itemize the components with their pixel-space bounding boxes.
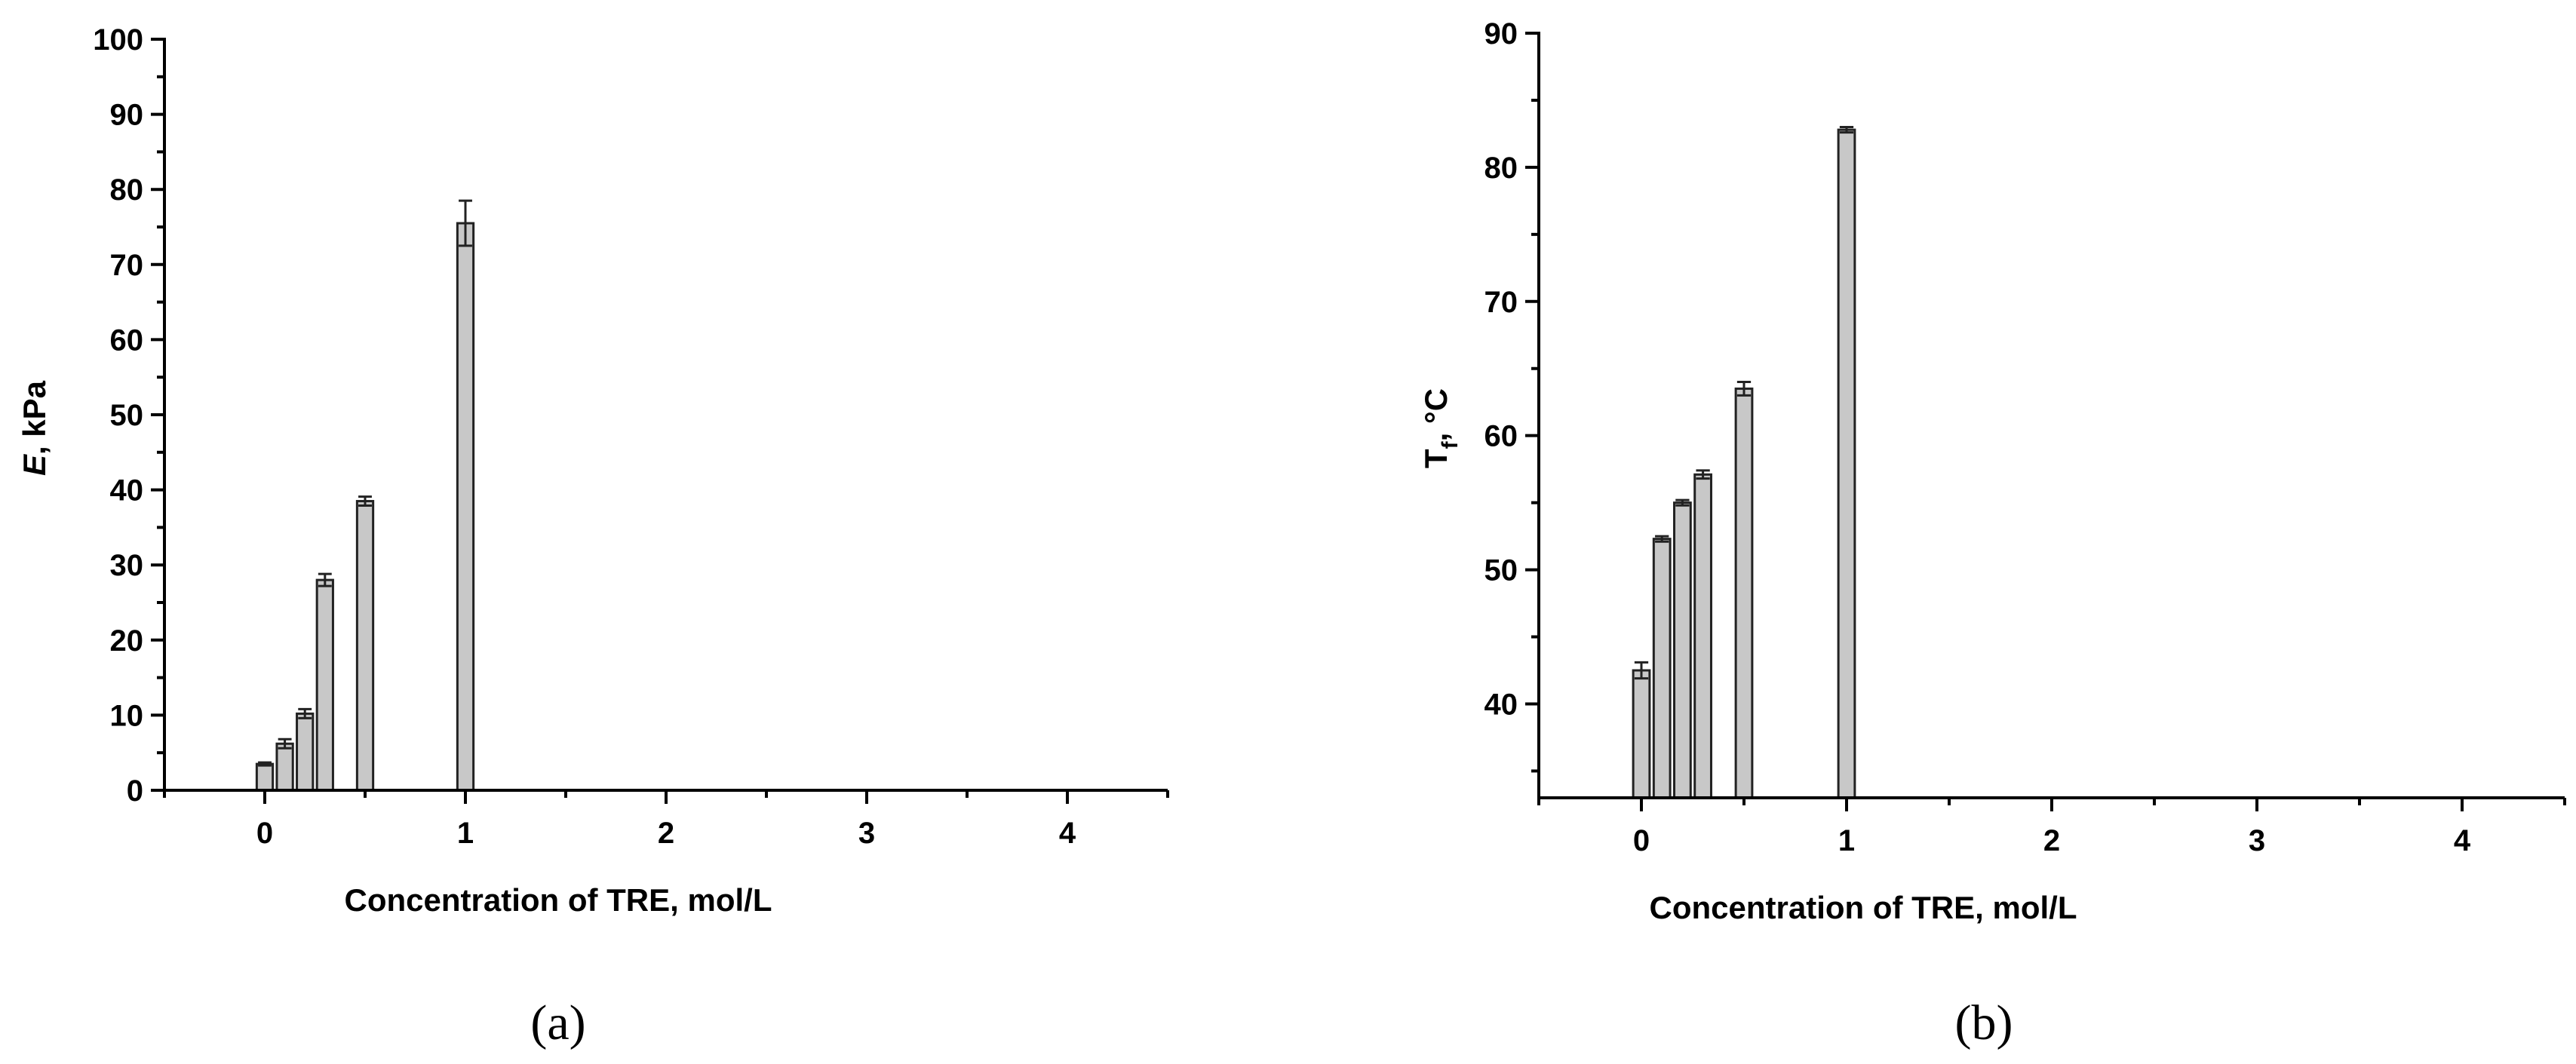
y-tick-label-a-5: 50	[110, 399, 144, 432]
error-bar-a-4	[358, 495, 372, 507]
chart-panel-a: E, kPa Concentration of TRE, mol/L (a) 0…	[17, 23, 1169, 1050]
y-tick-label-a-4: 40	[110, 474, 144, 507]
x-tick-label-a-1: 1	[457, 817, 474, 850]
y-tick-label-b-4: 80	[1485, 152, 1518, 185]
bar-b-0	[1632, 669, 1651, 799]
bar-a-1	[275, 742, 294, 792]
y-tick-label-a-0: 0	[127, 774, 143, 808]
y-tick-label-a-8: 80	[110, 173, 144, 207]
error-bar-a-3	[318, 572, 332, 587]
bar-a-2	[296, 712, 315, 792]
y-tick-label-a-6: 60	[110, 323, 144, 357]
error-bar-b-3	[1696, 469, 1710, 480]
y-tick-label-a-10: 100	[93, 23, 143, 57]
y-tick-label-b-1: 50	[1485, 554, 1518, 587]
panel-label-a: (a)	[530, 995, 585, 1050]
y-axis-title-b-sub: f	[1438, 440, 1463, 449]
y-tick-label-a-1: 10	[110, 699, 144, 732]
x-tick-label-b-3: 3	[2249, 824, 2265, 857]
bar-a-0	[255, 762, 275, 792]
y-axis-title-a-rest: , kPa	[17, 380, 52, 455]
error-bar-b-4	[1736, 381, 1752, 397]
error-bar-a-5	[459, 199, 472, 247]
y-axis-title-b: Tf, °C	[1418, 388, 1463, 468]
y-tick-label-a-9: 90	[110, 99, 144, 132]
y-tick-label-a-2: 20	[110, 624, 144, 658]
bar-a-3	[315, 578, 334, 792]
x-tick-label-a-2: 2	[658, 817, 674, 850]
bar-b-1	[1652, 538, 1672, 799]
error-bar-b-5	[1839, 126, 1854, 134]
bar-b-5	[1837, 128, 1856, 799]
error-bar-a-2	[298, 707, 312, 719]
x-tick-label-b-4: 4	[2454, 824, 2471, 857]
error-bar-b-2	[1675, 498, 1690, 507]
x-tick-label-a-4: 4	[1059, 817, 1076, 850]
x-tick-label-b-0: 0	[1633, 824, 1650, 857]
y-axis-title-a-main: E	[17, 453, 52, 476]
error-bar-b-1	[1655, 535, 1669, 543]
y-tick-label-b-3: 70	[1485, 286, 1518, 319]
error-bar-a-1	[278, 737, 292, 750]
x-tick-label-b-1: 1	[1838, 824, 1855, 857]
error-bar-b-0	[1634, 661, 1649, 680]
bar-a-5	[456, 222, 475, 792]
x-axis-title-a: Concentration of TRE, mol/L	[345, 882, 772, 918]
y-axis-title-a: E, kPa	[17, 380, 52, 476]
bar-b-2	[1673, 501, 1692, 799]
bar-b-4	[1734, 387, 1754, 799]
y-tick-label-b-5: 90	[1485, 17, 1518, 51]
bar-a-4	[355, 500, 375, 792]
y-tick-label-a-7: 70	[110, 249, 144, 282]
y-tick-label-b-2: 60	[1485, 420, 1518, 453]
chart-panel-b: Tf, °C Concentration of TRE, mol/L (b) 4…	[1418, 17, 2566, 1050]
y-axis-title-b-rest: , °C	[1418, 388, 1454, 441]
x-tick-label-b-2: 2	[2043, 824, 2060, 857]
y-tick-label-a-3: 30	[110, 549, 144, 582]
y-axis-title-b-main: T	[1418, 449, 1454, 468]
x-tick-label-a-0: 0	[256, 817, 273, 850]
panel-label-b: (b)	[1955, 995, 2013, 1050]
y-tick-label-b-0: 40	[1485, 688, 1518, 721]
x-tick-label-a-3: 3	[858, 817, 875, 850]
x-axis-title-b: Concentration of TRE, mol/L	[1650, 890, 2077, 925]
bar-b-3	[1693, 473, 1712, 799]
error-bar-a-0	[258, 761, 272, 767]
